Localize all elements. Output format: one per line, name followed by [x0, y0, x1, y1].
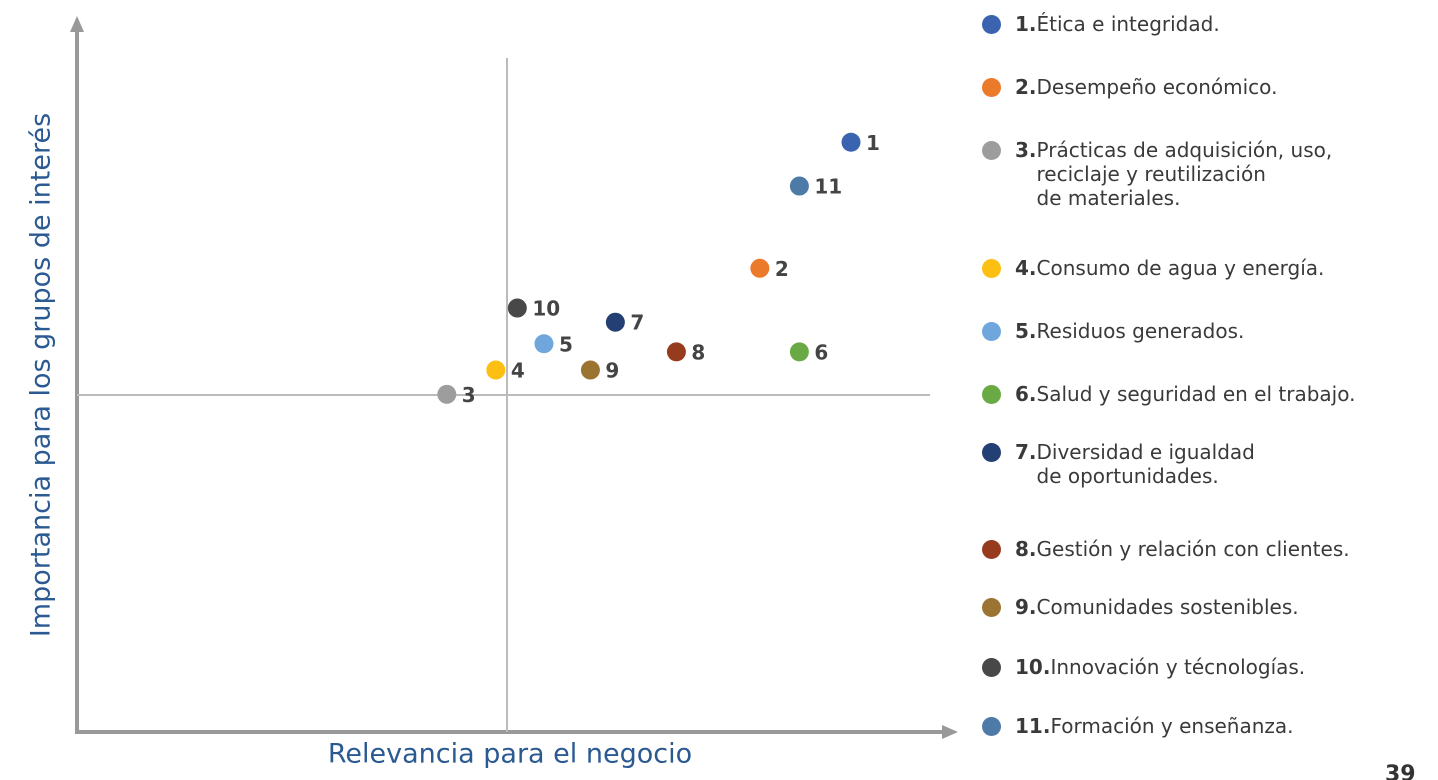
legend-number: 10.	[1015, 655, 1051, 679]
legend-dot	[982, 385, 1001, 404]
point	[437, 384, 457, 404]
point	[507, 298, 527, 318]
point	[534, 334, 554, 354]
legend-dot	[982, 78, 1001, 97]
legend-text: Gestión y relación con clientes.	[1036, 537, 1350, 561]
legend-dot	[982, 598, 1001, 617]
legend-number: 1.	[1015, 12, 1037, 36]
legend-text: Prácticas de adquisición, uso, reciclaje…	[1036, 138, 1333, 210]
legend-item: 6. Salud y seguridad en el trabajo.	[982, 382, 1355, 406]
x-axis-title: Relevancia para el negocio	[328, 739, 692, 770]
page-number: 39	[1385, 762, 1416, 780]
point-label: 7	[630, 311, 644, 335]
legend-text: Formación y enseñanza.	[1050, 714, 1294, 738]
point-label: 5	[559, 332, 573, 356]
point	[789, 342, 809, 362]
legend-dot	[982, 259, 1001, 278]
legend-number: 11.	[1015, 714, 1051, 738]
legend-number: 2.	[1015, 75, 1037, 99]
legend-number: 5.	[1015, 319, 1037, 343]
legend-item: 8. Gestión y relación con clientes.	[982, 537, 1350, 561]
legend-text: Innovación y técnologías.	[1050, 655, 1306, 679]
legend-number: 4.	[1015, 256, 1037, 280]
legend-item: 2. Desempeño económico.	[982, 75, 1277, 99]
legend-item: 4. Consumo de agua y energía.	[982, 256, 1324, 280]
y-axis-title: Importancia para los grupos de interés	[26, 113, 57, 637]
point	[666, 342, 686, 362]
legend-item: 11. Formación y enseñanza.	[982, 714, 1294, 738]
point	[789, 176, 809, 196]
legend-dot	[982, 141, 1001, 160]
legend-item: 9. Comunidades sostenibles.	[982, 595, 1299, 619]
legend-item: 3. Prácticas de adquisición, uso, recicla…	[982, 138, 1332, 210]
legend-item: 5. Residuos generados.	[982, 319, 1244, 343]
legend-dot	[982, 658, 1001, 677]
legend-text: Residuos generados.	[1036, 319, 1245, 343]
legend-item: 10. Innovación y técnologías.	[982, 655, 1305, 679]
legend-text: Salud y seguridad en el trabajo.	[1036, 382, 1356, 406]
point-label: 4	[511, 359, 525, 383]
x-arrow	[942, 725, 958, 739]
legend-number: 3.	[1015, 138, 1037, 162]
legend-text: Diversidad e igualdad de oportunidades.	[1036, 440, 1255, 488]
legend-dot	[982, 540, 1001, 559]
point-label: 8	[691, 340, 705, 364]
point-label: 3	[462, 383, 476, 407]
legend-number: 9.	[1015, 595, 1037, 619]
point	[750, 258, 770, 278]
point-label: 10	[532, 297, 560, 321]
point	[486, 360, 506, 380]
point-label: 1	[866, 131, 880, 155]
legend-text: Comunidades sostenibles.	[1036, 595, 1299, 619]
point	[605, 312, 625, 332]
legend-text: Desempeño económico.	[1036, 75, 1278, 99]
point-label: 2	[775, 257, 789, 281]
legend-dot	[982, 15, 1001, 34]
legend-text: Ética e integridad.	[1036, 12, 1220, 36]
point	[841, 132, 861, 152]
legend-item: 1. Ética e integridad.	[982, 12, 1220, 36]
point	[580, 360, 600, 380]
legend-number: 7.	[1015, 440, 1037, 464]
point-label: 11	[814, 175, 842, 199]
point-label: 9	[605, 359, 619, 383]
legend-dot	[982, 717, 1001, 736]
legend-number: 8.	[1015, 537, 1037, 561]
legend-number: 6.	[1015, 382, 1037, 406]
legend-item: 7. Diversidad e igualdad de oportunidades…	[982, 440, 1255, 488]
point-label: 6	[814, 340, 828, 364]
legend-dot	[982, 443, 1001, 462]
y-arrow	[70, 16, 84, 32]
legend-dot	[982, 322, 1001, 341]
legend-text: Consumo de agua y energía.	[1036, 256, 1325, 280]
